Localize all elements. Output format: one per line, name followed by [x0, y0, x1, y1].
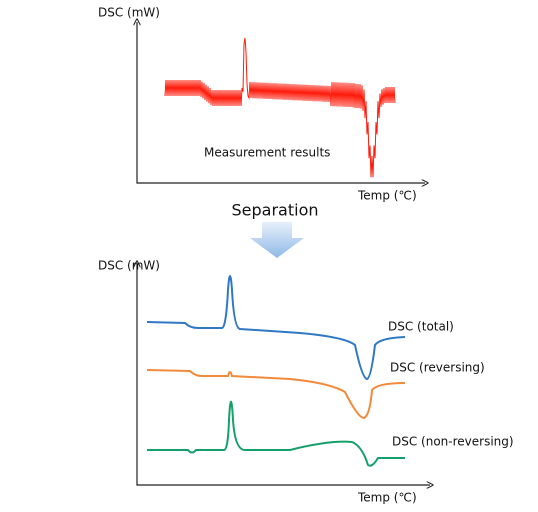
axes [137, 264, 430, 485]
down-arrow [250, 222, 304, 258]
top-panel: DSC (mW) Measurement results Temp (℃) [98, 6, 425, 203]
axes [137, 22, 425, 183]
x-axis-label: Temp (℃) [357, 189, 417, 203]
curve-label: DSC (total) [388, 320, 454, 334]
annotation: Measurement results [204, 146, 330, 160]
curve-reversing [146, 369, 406, 420]
arrow-label: Separation [232, 201, 319, 220]
curve-total [146, 275, 406, 381]
measurement-curve [164, 37, 396, 178]
curve-non-reversing [147, 400, 405, 467]
curve-label: DSC (reversing) [390, 361, 485, 375]
y-axis-label: DSC (mW) [98, 6, 160, 20]
bottom-panel: DSC (mW) Temp (℃) DSC (total) DSC (rever… [98, 259, 514, 505]
curve-label: DSC (non-reversing) [392, 435, 514, 449]
y-axis-label: DSC (mW) [98, 259, 160, 273]
x-axis-label: Temp (℃) [357, 491, 417, 505]
